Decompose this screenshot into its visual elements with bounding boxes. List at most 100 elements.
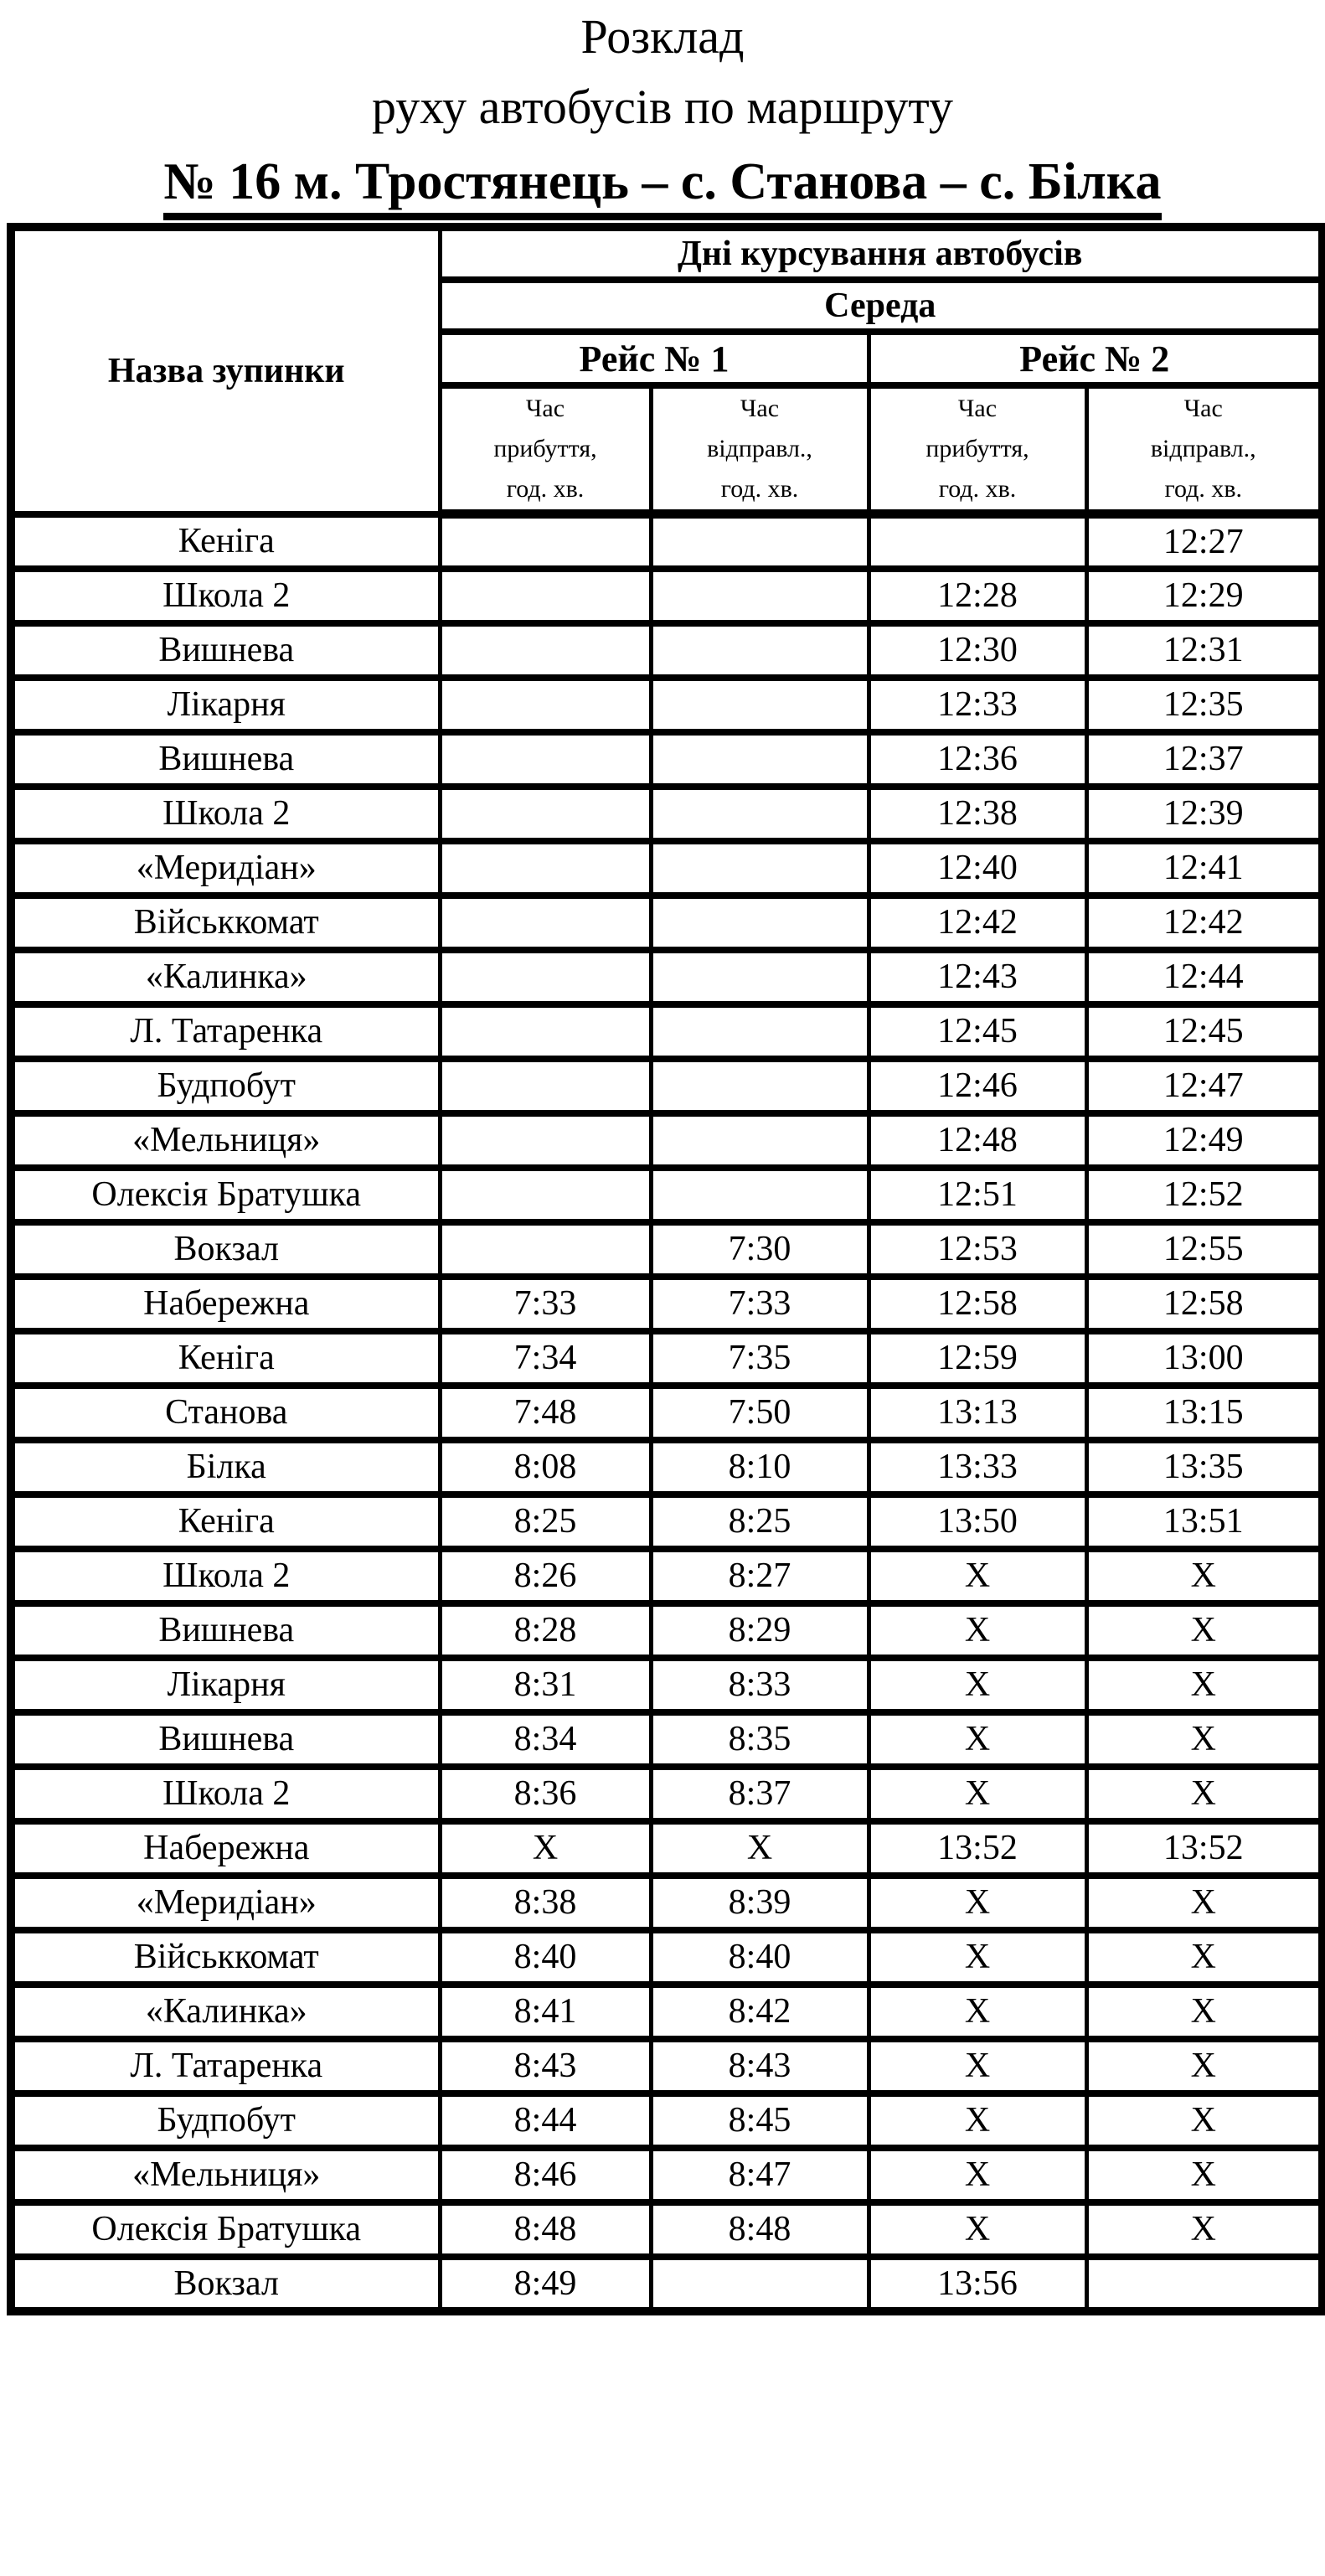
trip1-departure-cell xyxy=(648,782,871,844)
no-service-cell: X xyxy=(1084,1708,1325,1770)
table-row: Школа 2 12:28 12:29 xyxy=(8,565,1325,627)
stop-cell: «Калинка» xyxy=(8,1980,442,2042)
table-row: Л. Татаренка 8:43 8:43 X X xyxy=(8,2035,1325,2097)
trip1-departure-cell: 8:43 xyxy=(648,2035,871,2097)
no-service-cell: X xyxy=(866,1654,1089,1716)
no-service-cell: X xyxy=(1084,1763,1325,1825)
stop-cell: Вокзал xyxy=(8,2253,442,2315)
trip2-arrival-cell: 13:50 xyxy=(866,1490,1089,1552)
trip1-arrival-cell xyxy=(437,619,653,681)
trip2-arrival-cell: 12:59 xyxy=(866,1327,1089,1389)
trip1-arrival-cell: 7:48 xyxy=(437,1381,653,1443)
trip2-arrival-cell: 12:48 xyxy=(866,1109,1089,1171)
trip1-departure-cell xyxy=(648,510,871,572)
trip2-departure-header: Час відправл., год. хв. xyxy=(1084,382,1325,519)
trip1-arrival-cell: 8:44 xyxy=(437,2089,653,2151)
table-row: Військкомат 12:42 12:42 xyxy=(8,891,1325,953)
trip2-departure-cell xyxy=(1084,2253,1325,2315)
trip1-departure-cell xyxy=(648,619,871,681)
no-service-cell: X xyxy=(866,2089,1089,2151)
schedule-header: Назва зупинки Дні курсування автобусів С… xyxy=(8,224,1325,519)
trip2-arrival-cell: 12:33 xyxy=(866,674,1089,736)
trip1-arrival-cell: 8:46 xyxy=(437,2144,653,2206)
no-service-cell: X xyxy=(648,1817,871,1879)
trip2-arrival-header: Час прибуття, год. хв. xyxy=(866,382,1089,519)
table-row: Вокзал 7:30 12:53 12:55 xyxy=(8,1218,1325,1280)
trip1-departure-cell: 8:35 xyxy=(648,1708,871,1770)
trip1-departure-cell xyxy=(648,1055,871,1117)
trip1-departure-cell xyxy=(648,565,871,627)
trip1-arrival-cell: 8:25 xyxy=(437,1490,653,1552)
table-row: Набережна X X 13:52 13:52 xyxy=(8,1817,1325,1879)
no-service-cell: X xyxy=(1084,1871,1325,1933)
trip2-departure-cell: 12:29 xyxy=(1084,565,1325,627)
table-row: Кеніга 12:27 xyxy=(8,510,1325,572)
no-service-cell: X xyxy=(866,1980,1089,2042)
stop-cell: Л. Татаренка xyxy=(8,1000,442,1062)
table-row: Вишнева 12:36 12:37 xyxy=(8,728,1325,790)
stop-cell: Вишнева xyxy=(8,1599,442,1661)
trip1-arrival-cell xyxy=(437,1109,653,1171)
trip1-arrival-cell xyxy=(437,837,653,899)
trip1-departure-cell xyxy=(648,728,871,790)
trip1-arrival-cell: 8:43 xyxy=(437,2035,653,2097)
trip2-arrival-cell: 12:46 xyxy=(866,1055,1089,1117)
stop-cell: Лікарня xyxy=(8,1654,442,1716)
stop-cell: Вишнева xyxy=(8,1708,442,1770)
trip2-departure-cell: 12:55 xyxy=(1084,1218,1325,1280)
trip1-departure-cell: 8:42 xyxy=(648,1980,871,2042)
trip2-departure-cell: 12:52 xyxy=(1084,1164,1325,1226)
trip2-arrival-cell: 13:52 xyxy=(866,1817,1089,1879)
trip1-departure-cell: 7:50 xyxy=(648,1381,871,1443)
trip1-arrival-cell: 8:34 xyxy=(437,1708,653,1770)
trip1-departure-cell: 8:47 xyxy=(648,2144,871,2206)
table-row: Набережна 7:33 7:33 12:58 12:58 xyxy=(8,1273,1325,1334)
no-service-cell: X xyxy=(866,1763,1089,1825)
trip2-departure-cell: 12:39 xyxy=(1084,782,1325,844)
trip1-arrival-cell xyxy=(437,1055,653,1117)
schedule-table: Назва зупинки Дні курсування автобусів С… xyxy=(7,223,1325,2315)
table-row: «Меридіан» 12:40 12:41 xyxy=(8,837,1325,899)
no-service-cell: X xyxy=(1084,2035,1325,2097)
trip1-departure-cell xyxy=(648,1164,871,1226)
title-line-1: Розклад xyxy=(580,9,745,64)
trip1-arrival-cell: 7:33 xyxy=(437,1273,653,1334)
trip2-departure-cell: 12:45 xyxy=(1084,1000,1325,1062)
trip1-arrival-cell: 8:31 xyxy=(437,1654,653,1716)
title-line-2: руху автобусів по маршруту xyxy=(372,80,953,134)
no-service-cell: X xyxy=(866,1599,1089,1661)
no-service-cell: X xyxy=(866,1708,1089,1770)
trip1-departure-cell: 8:39 xyxy=(648,1871,871,1933)
route-title: № 16 м. Тростянець – с. Станова – с. Біл… xyxy=(0,142,1325,221)
trip1-header: Рейс № 1 xyxy=(437,328,871,389)
stop-cell: Будпобут xyxy=(8,2089,442,2151)
table-row: Кеніга 8:25 8:25 13:50 13:51 xyxy=(8,1490,1325,1552)
table-row: «Мельниця» 12:48 12:49 xyxy=(8,1109,1325,1171)
trip2-departure-cell: 13:35 xyxy=(1084,1436,1325,1498)
header-row-days: Назва зупинки Дні курсування автобусів xyxy=(8,224,1325,518)
trip2-departure-cell: 12:31 xyxy=(1084,619,1325,681)
stop-cell: Станова xyxy=(8,1381,442,1443)
no-service-cell: X xyxy=(866,2035,1089,2097)
trip2-departure-cell: 13:51 xyxy=(1084,1490,1325,1552)
days-header: Дні курсування автобусів xyxy=(437,224,1325,283)
table-row: «Калинка» 12:43 12:44 xyxy=(8,946,1325,1008)
stop-cell: Військкомат xyxy=(8,891,442,953)
no-service-cell: X xyxy=(1084,2198,1325,2260)
trip1-departure-cell xyxy=(648,1000,871,1062)
stop-cell: «Калинка» xyxy=(8,946,442,1008)
table-row: «Калинка» 8:41 8:42 X X xyxy=(8,1980,1325,2042)
stop-cell: «Мельниця» xyxy=(8,1109,442,1171)
trip1-arrival-header: Час прибуття, год. хв. xyxy=(437,382,653,519)
table-row: Військкомат 8:40 8:40 X X xyxy=(8,1926,1325,1988)
trip1-arrival-cell: 8:08 xyxy=(437,1436,653,1498)
trip2-departure-cell: 12:27 xyxy=(1084,510,1325,572)
trip1-arrival-cell xyxy=(437,782,653,844)
trip1-arrival-cell: 7:34 xyxy=(437,1327,653,1389)
trip1-departure-cell: 8:40 xyxy=(648,1926,871,1988)
table-row: Білка 8:08 8:10 13:33 13:35 xyxy=(8,1436,1325,1498)
trip2-arrival-cell: 13:13 xyxy=(866,1381,1089,1443)
trip1-arrival-cell xyxy=(437,891,653,953)
stop-cell: Олексія Братушка xyxy=(8,2198,442,2260)
